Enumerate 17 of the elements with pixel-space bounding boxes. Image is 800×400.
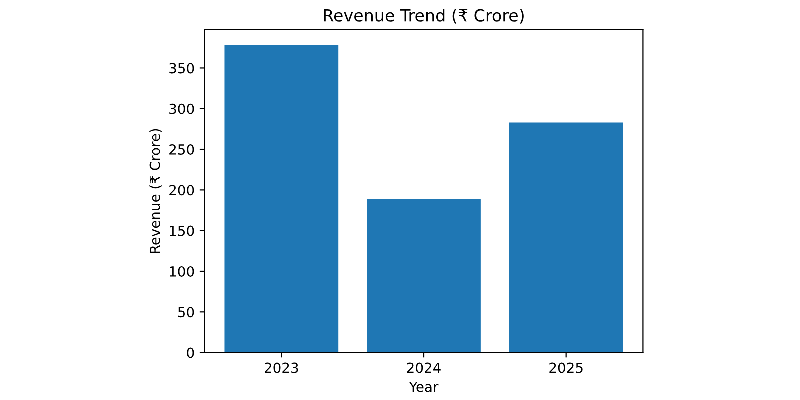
y-tick-label: 200 xyxy=(170,185,194,196)
bar xyxy=(509,122,624,353)
y-axis-title: Revenue (₹ Crore) xyxy=(150,129,162,254)
chart-title: Revenue Trend (₹ Crore) xyxy=(324,9,524,24)
y-tick-label: 50 xyxy=(178,307,194,318)
y-tick-label: 250 xyxy=(170,144,194,155)
x-tick-label: 2024 xyxy=(407,362,441,374)
bar xyxy=(224,45,339,353)
y-tick-label: 0 xyxy=(187,348,194,358)
y-tick-label: 150 xyxy=(170,226,194,236)
x-axis-title: Year xyxy=(409,382,439,392)
x-tick-label: 2025 xyxy=(550,362,583,374)
bar xyxy=(367,199,481,353)
y-tick-label: 350 xyxy=(170,63,194,74)
x-tick-label: 2023 xyxy=(265,362,298,374)
y-tick-label: 300 xyxy=(170,104,194,114)
y-tick-label: 100 xyxy=(170,266,194,277)
